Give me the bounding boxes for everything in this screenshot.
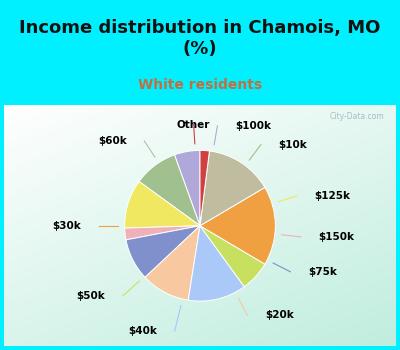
Wedge shape: [139, 155, 200, 226]
Wedge shape: [174, 150, 200, 226]
Text: $30k: $30k: [52, 221, 81, 231]
Text: $100k: $100k: [235, 121, 271, 131]
Text: $125k: $125k: [314, 191, 350, 201]
Text: Income distribution in Chamois, MO
(%): Income distribution in Chamois, MO (%): [19, 19, 381, 58]
Text: $75k: $75k: [308, 267, 337, 277]
Text: White residents: White residents: [138, 78, 262, 92]
Text: $50k: $50k: [77, 291, 106, 301]
Text: Other: Other: [177, 119, 210, 130]
Wedge shape: [125, 226, 200, 240]
Wedge shape: [200, 151, 265, 226]
Text: $60k: $60k: [98, 136, 127, 146]
Wedge shape: [200, 187, 275, 264]
Wedge shape: [200, 150, 210, 226]
Wedge shape: [126, 226, 200, 277]
Wedge shape: [125, 181, 200, 228]
Text: $10k: $10k: [278, 140, 307, 150]
Text: $40k: $40k: [128, 326, 157, 336]
Wedge shape: [188, 226, 244, 301]
Wedge shape: [145, 226, 200, 300]
Text: City-Data.com: City-Data.com: [330, 112, 384, 121]
Wedge shape: [200, 226, 265, 287]
Text: $20k: $20k: [265, 310, 294, 320]
Text: $150k: $150k: [318, 232, 354, 242]
